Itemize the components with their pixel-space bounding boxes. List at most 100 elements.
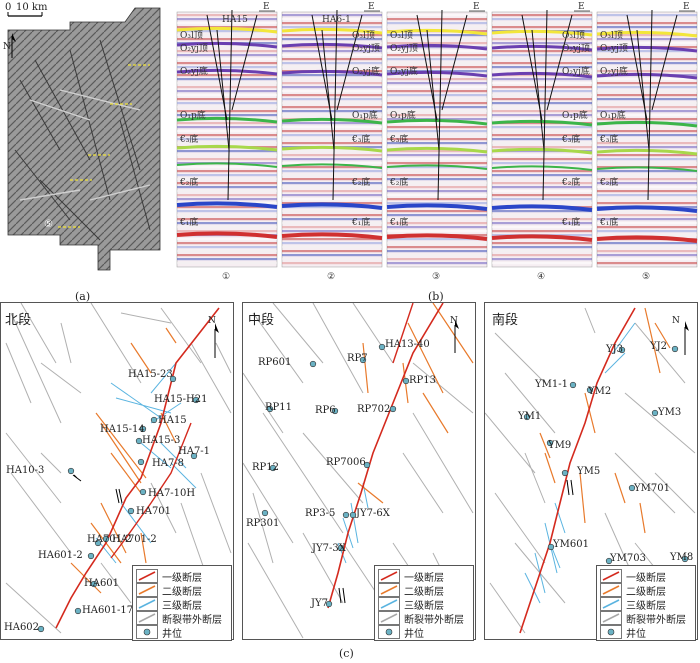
legend-swatch [378, 597, 400, 611]
north-label: N [208, 316, 216, 326]
fault-trace [651, 14, 678, 111]
level1-fault-main [519, 307, 636, 634]
well-label: HA15-3 [142, 435, 181, 446]
well-label: YM601 [553, 539, 589, 550]
level1-fault-main [327, 302, 444, 609]
fault-trace [231, 14, 258, 111]
well-label: HA701-2 [112, 534, 157, 545]
legend-item: 一级断层 [136, 569, 228, 584]
scale-label: 10 km [16, 2, 48, 13]
caption-b: (b) [428, 290, 444, 303]
well-label: RP301 [246, 518, 280, 529]
well-label: YM703 [610, 553, 646, 564]
legend-swatch [378, 611, 400, 625]
seismic-profile-3: E ③ O₃l顶 O₂yj顶 O₂yj底 O₁p底 €₃底 €₂底 €₁底 [386, 2, 488, 282]
caption-a: (a) [75, 290, 91, 303]
horizon-label: €₂底 [179, 176, 198, 188]
well-icon [136, 625, 158, 639]
horizon-label: O₂yj顶 [390, 43, 418, 54]
fault-trace [521, 14, 543, 121]
horizon-label: O₂yj底 [390, 65, 418, 77]
legend: 一级断层 二级断层 三级断层 断裂带外断层 井位 [132, 565, 232, 641]
legend-item: 一级断层 [600, 569, 692, 584]
north-arrow-icon [454, 319, 459, 353]
legend-swatch [600, 597, 622, 611]
legend-item: 断裂带外断层 [378, 611, 470, 626]
fault-trace [416, 14, 438, 121]
horizon-label: €₁底 [351, 216, 370, 228]
legend-item: 一级断层 [378, 569, 470, 584]
seismic-profile-5: E ⑤ O₃l顶 O₂yj顶 O₂yj底 O₁p底 €₃底 €₂底 €₁底 [596, 2, 698, 282]
fault-trace [336, 14, 363, 111]
legend-item: 三级断层 [600, 597, 692, 612]
well-label: HA7-1 [178, 446, 211, 457]
fault-trace [531, 29, 545, 151]
legend-swatch [136, 597, 158, 611]
east-label: E [368, 2, 375, 12]
well-label: HA701 [136, 506, 172, 517]
legend-item: 三级断层 [378, 597, 470, 612]
profile-number: ② [327, 272, 335, 282]
north-label: N [450, 316, 458, 326]
horizon-label: O₁p底 [180, 109, 206, 121]
legend-swatch [378, 569, 400, 583]
horizon-label: O₃l顶 [600, 30, 623, 41]
level2-faults [357, 302, 474, 504]
well-label: YM1 [518, 411, 542, 422]
fault-trace [227, 9, 233, 201]
profile-number: ④ [537, 272, 545, 282]
well-label: HA7-8 [152, 458, 185, 469]
legend-label: 三级断层 [626, 601, 666, 612]
well-label: HA15-23 [128, 369, 173, 380]
legend-label: 井位 [162, 629, 182, 640]
legend-item: 二级断层 [600, 583, 692, 598]
legend-label: 井位 [626, 629, 646, 640]
fault-trace [206, 14, 228, 121]
fault-trace [441, 14, 468, 111]
horizon-label: O₂yj底 [562, 65, 590, 77]
legend-label: 三级断层 [162, 601, 202, 612]
satellite-map [7, 7, 161, 271]
horizon-label: O₂yj底 [352, 65, 380, 77]
legend-item: 井位 [600, 625, 692, 640]
horizon-label: O₂yj顶 [352, 43, 380, 54]
profile-number: ③ [432, 272, 440, 282]
north-label: N [672, 316, 680, 326]
seismic-profile-1: E ① O₃l顶 O₂yj顶 O₂yj底 O₁p底 €₃底 €₂底 €₁底 [176, 2, 278, 282]
seismic-profile-2: E ② O₃l顶 O₂yj顶 O₂yj底 O₁p底 €₃底 €₂底 €₁底 [281, 2, 383, 282]
well-label: HA15-14 [100, 424, 145, 435]
well-label: YM5 [577, 466, 601, 477]
wells-north [37, 375, 200, 633]
horizon-label: O₃l顶 [390, 30, 413, 41]
well-label: HA601-2 [38, 550, 83, 561]
well-label: YJ2 [650, 341, 667, 352]
horizon-label: €₃底 [389, 133, 408, 145]
image-footprint [7, 7, 161, 271]
line-number: ⑤ [44, 219, 53, 230]
well-label: HA601 [84, 578, 120, 589]
seismic-profile-4: E ④ O₃l顶 O₂yj顶 O₂yj底 O₁p底 €₃底 €₂底 €₁底 [491, 2, 593, 282]
well-label: RP12 [252, 462, 279, 473]
legend-swatch [136, 611, 158, 625]
north-arrow-icon [684, 321, 689, 355]
well-label: HA6-1 [322, 15, 351, 25]
horizon-label: €₃底 [561, 133, 580, 145]
legend-label: 二级断层 [626, 587, 666, 598]
legend-label: 断裂带外断层 [162, 615, 222, 626]
legend-swatch [136, 569, 158, 583]
horizon-label: €₂底 [599, 176, 618, 188]
well-icon [378, 625, 400, 639]
east-label: E [263, 2, 270, 12]
well-label: RP702 [357, 404, 391, 415]
legend-swatch [378, 583, 400, 597]
well-label: HA601-17 [82, 605, 134, 616]
well-label: RP13 [409, 375, 436, 386]
panel-a: 0 10 km N ⑤ (a) [0, 0, 170, 305]
well-label: RP6 [315, 405, 336, 416]
profile-number: ① [222, 272, 230, 282]
map-south-svg [484, 307, 696, 634]
well-label: RP601 [258, 357, 292, 368]
fault-trace [626, 14, 648, 121]
well-label: HA10-3 [6, 465, 45, 476]
